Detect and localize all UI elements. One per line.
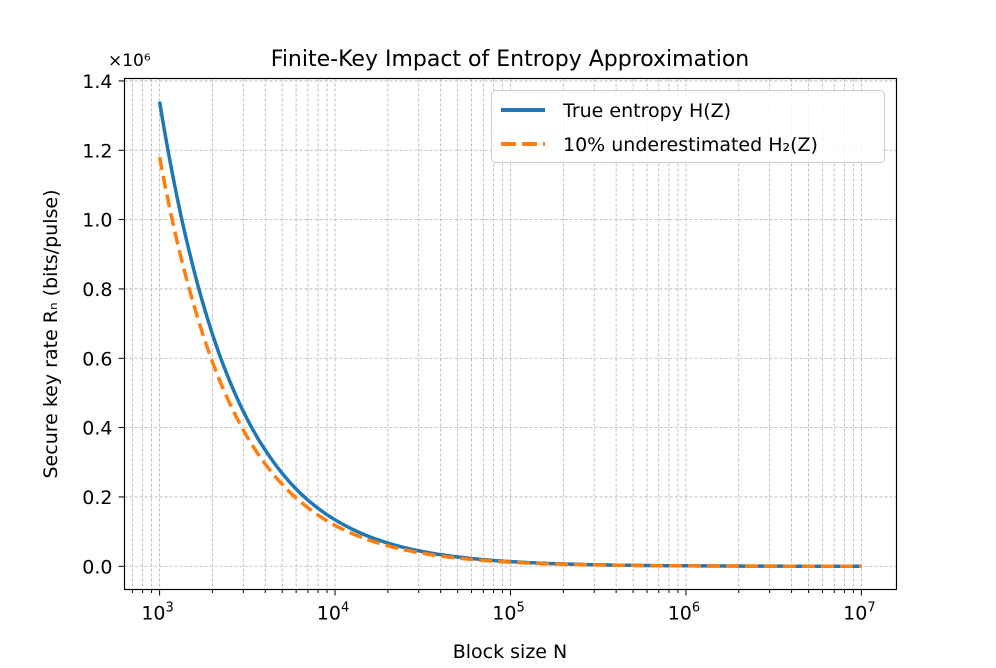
y-tick-label: 0.2 — [82, 487, 112, 509]
x-tick-exponent: 6 — [692, 601, 700, 616]
grid — [124, 78, 897, 590]
x-tick-label: 104 — [317, 601, 349, 625]
x-axis-label: Block size N — [453, 641, 568, 663]
y-tick-label: 0.6 — [82, 348, 112, 370]
y-axis-label: Secure key rate Rₙ (bits/pulse) — [40, 190, 62, 479]
legend-label-underestimated: 10% underestimated H₂(Z) — [563, 134, 818, 156]
y-tick-label: 0.8 — [82, 279, 112, 301]
legend-label-true-entropy: True entropy H(Z) — [562, 100, 731, 122]
x-tick-label: 103 — [141, 601, 173, 625]
legend: True entropy H(Z) 10% underestimated H₂(… — [491, 90, 885, 163]
x-tick-exponent: 5 — [516, 601, 524, 616]
y-tick-label: 0.0 — [82, 556, 112, 578]
x-tick-exponent: 4 — [341, 601, 349, 616]
x-tick-label: 105 — [492, 601, 524, 625]
x-tick-exponent: 7 — [867, 601, 875, 616]
y-multiplier: ×10⁶ — [108, 51, 151, 71]
series-lines — [157, 101, 862, 568]
y-tick-label: 0.4 — [82, 418, 112, 440]
legend-box — [491, 90, 885, 163]
y-tick-label: 1.2 — [82, 140, 112, 162]
x-tick-exponent: 3 — [166, 601, 174, 616]
x-tick-label: 106 — [668, 601, 700, 625]
y-tick-label: 1.0 — [82, 210, 112, 232]
y-tick-label: 1.4 — [82, 71, 112, 93]
ticks: 103 104 105 106 107 0.0 0.2 0.4 0.6 0.8 1.0 1.2 1.4 — [82, 71, 875, 625]
chart-title: Finite-Key Impact of Entropy Approximati… — [271, 47, 749, 72]
series-line-1 — [157, 156, 862, 568]
x-tick-label: 107 — [843, 601, 875, 625]
